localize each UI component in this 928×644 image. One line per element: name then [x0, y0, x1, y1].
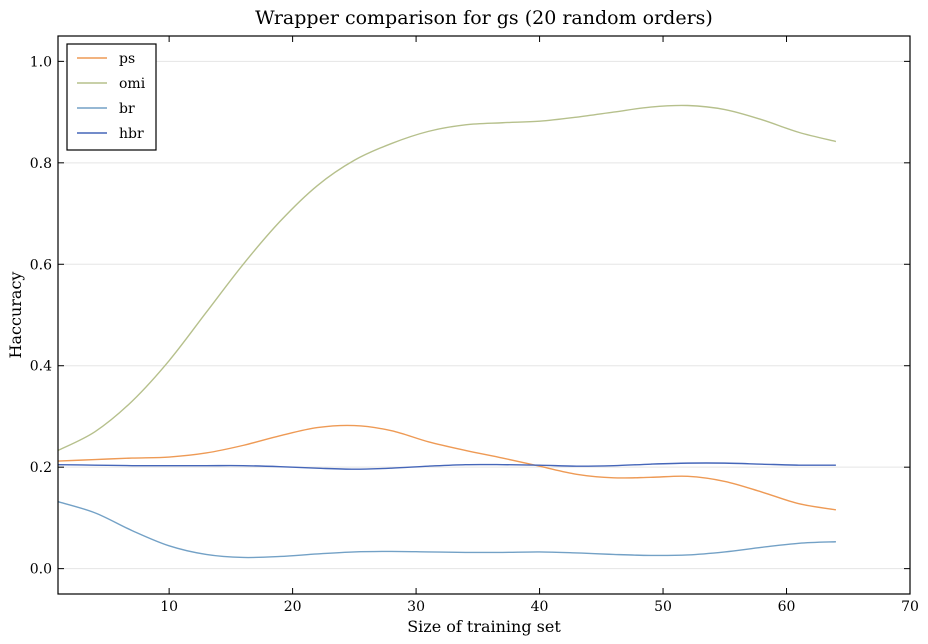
series-line-omi: [57, 104, 837, 452]
legend-label-ps: ps: [119, 51, 135, 67]
x-tick-label: 10: [160, 599, 178, 615]
y-tick-label: 1.0: [30, 54, 52, 70]
grid: [58, 60, 910, 570]
y-tick-label: 0.8: [30, 156, 52, 172]
legend: ps omi br hbr: [66, 43, 157, 151]
x-tick-label: 60: [778, 599, 796, 615]
y-tick-label: 0.4: [30, 359, 52, 375]
y-tick-label: 0.0: [30, 562, 52, 578]
x-tick-label: 70: [901, 599, 919, 615]
y-tick-label: 0.2: [30, 460, 52, 476]
chart-title: Wrapper comparison for gs (20 random ord…: [255, 7, 713, 29]
legend-label-br: br: [119, 101, 135, 117]
series-line-br: [57, 501, 836, 559]
x-axis-label: Size of training set: [407, 617, 561, 636]
series-line-hbr: [57, 462, 836, 470]
x-tick-label: 40: [531, 599, 549, 615]
x-tick-label: 20: [284, 599, 302, 615]
series-lines: [57, 104, 837, 559]
ticks: 0.0 0.2 0.4 0.6 0.8 1.0 10 20 30 40 50 60 70: [30, 36, 919, 615]
plot-frame: [57, 35, 911, 595]
series-line-ps: [57, 424, 837, 511]
y-axis-label: Haccuracy: [6, 272, 25, 359]
legend-label-hbr: hbr: [119, 126, 144, 142]
legend-label-omi: omi: [119, 76, 146, 92]
x-tick-label: 30: [407, 599, 425, 615]
y-tick-label: 0.6: [30, 257, 52, 273]
x-tick-label: 50: [654, 599, 672, 615]
